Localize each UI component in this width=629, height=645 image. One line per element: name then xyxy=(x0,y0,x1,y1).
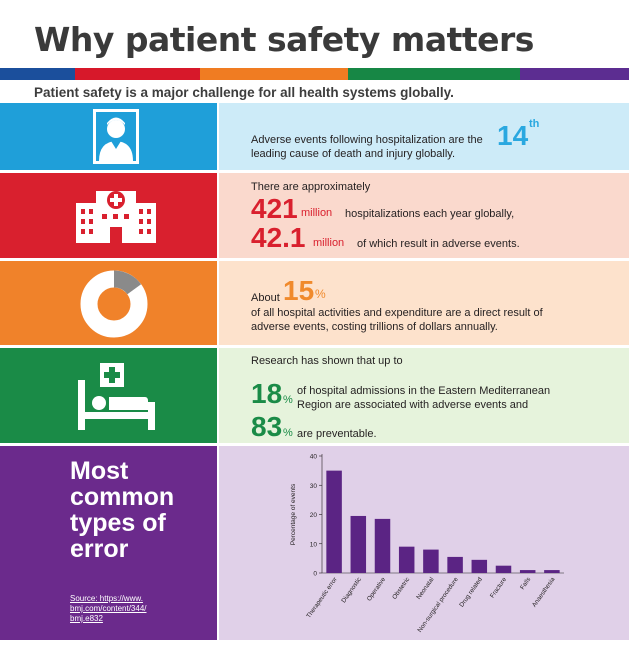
emr-value-1: 18 xyxy=(251,378,283,409)
errors-heading-line: types of xyxy=(70,509,166,537)
exp-unit: % xyxy=(315,287,326,301)
death-text-after: leading cause of death and injury global… xyxy=(251,148,456,160)
death-rank-suffix: th xyxy=(529,118,540,130)
hosp-unit-1: million xyxy=(301,207,333,219)
exp-prefix: About xyxy=(251,292,280,304)
x-tick-label: Drug related xyxy=(458,576,484,609)
emr-unit-2: % xyxy=(283,427,293,439)
death-rank: 14 xyxy=(497,120,529,151)
color-band-red xyxy=(75,68,200,80)
row-hospitalizations: There are approximately 421 million hosp… xyxy=(0,173,629,258)
emr-intro: Research has shown that up to xyxy=(251,355,403,367)
row-hospitalizations-icon-panel xyxy=(0,173,217,258)
bar xyxy=(350,515,367,573)
row-emr: Research has shown that up to 18 % of ho… xyxy=(0,348,629,443)
color-band-blue xyxy=(0,68,75,80)
errors-heading: Most common types of error xyxy=(70,458,174,562)
row-emr-icon-panel xyxy=(0,348,217,443)
source-link[interactable]: Source: https://www. bmj.com/content/344… xyxy=(70,594,146,624)
exp-line-2: adverse events, costing trillions of dol… xyxy=(251,321,498,333)
bar xyxy=(544,570,560,573)
y-tick-label: 0 xyxy=(313,571,317,578)
donut-chart-icon xyxy=(80,270,148,338)
bar xyxy=(447,556,463,573)
death-text-before: Adverse events following hospitalization… xyxy=(251,134,483,146)
x-tick-label: Obstetric xyxy=(391,576,411,601)
x-tick-label: Diagnostic xyxy=(340,576,363,604)
source-line: bmj.e832 xyxy=(70,614,103,623)
x-tick-label: Operative xyxy=(366,576,388,603)
color-band xyxy=(0,68,629,80)
page-title: Why patient safety matters xyxy=(34,20,534,59)
y-tick-label: 20 xyxy=(310,512,318,519)
bar xyxy=(374,518,391,573)
row-emr-text-panel: Research has shown that up to 18 % of ho… xyxy=(219,348,629,443)
bar xyxy=(495,565,512,573)
row-death-text-panel: Adverse events following hospitalization… xyxy=(219,103,629,170)
emr-value-2: 83 xyxy=(251,411,283,442)
emr-text-1a: of hospital admissions in the Eastern Me… xyxy=(297,385,551,397)
donut-share-slice xyxy=(114,270,142,295)
bar xyxy=(519,570,536,573)
bar xyxy=(398,546,415,573)
color-band-orange xyxy=(200,68,348,80)
patient-portrait-icon xyxy=(93,109,139,164)
hosp-value-2: 42.1 xyxy=(251,222,306,253)
x-tick-label: Falls xyxy=(519,576,532,591)
error-types-bar-chart: Percentage of events 0 10 20 30 40 Therapeutic… xyxy=(290,454,564,634)
y-tick-label: 10 xyxy=(310,541,318,548)
color-band-green xyxy=(348,68,520,80)
x-tick-label: Anaesthesia xyxy=(531,576,557,609)
bar xyxy=(423,549,439,573)
bar xyxy=(326,470,342,574)
hosp-value-1: 421 xyxy=(251,193,298,224)
errors-heading-line: error xyxy=(70,535,129,563)
source-line: bmj.com/content/344/ xyxy=(70,604,147,613)
x-tick-label: Fracture xyxy=(489,576,508,600)
row-death: Adverse events following hospitalization… xyxy=(0,103,629,170)
hosp-text-2: of which result in adverse events. xyxy=(357,238,520,250)
color-band-purple xyxy=(520,68,629,80)
errors-heading-line: common xyxy=(70,483,175,511)
emr-unit-1: % xyxy=(283,394,293,406)
exp-value: 15 xyxy=(283,275,315,306)
x-tick-label: Neonatal xyxy=(415,576,435,601)
emr-text-2: are preventable. xyxy=(297,428,377,440)
row-expenditure-text-panel: About 15 % of all hospital activities an… xyxy=(219,261,629,345)
x-tick-label: Therapeutic error xyxy=(305,576,338,620)
source-line: Source: https://www. xyxy=(70,594,143,603)
hosp-text-1: hospitalizations each year globally, xyxy=(345,208,515,220)
y-tick-label: 30 xyxy=(310,483,318,490)
chart-panel: Percentage of events 0 10 20 30 40 Therapeutic… xyxy=(219,446,629,640)
row-hospitalizations-text-panel: There are approximately 421 million hosp… xyxy=(219,173,629,258)
errors-panel xyxy=(0,446,217,640)
hospital-bed-icon xyxy=(78,363,155,430)
y-tick-label: 40 xyxy=(310,454,318,461)
exp-line-1: of all hospital activities and expenditu… xyxy=(251,307,543,319)
emr-text-1b: Region are associated with adverse event… xyxy=(297,399,529,411)
row-expenditure: About 15 % of all hospital activities an… xyxy=(0,261,629,345)
row-death-icon-panel xyxy=(0,103,217,170)
y-axis-title: Percentage of events xyxy=(290,483,297,545)
page-subtitle: Patient safety is a major challenge for … xyxy=(34,85,454,100)
row-expenditure-icon-panel xyxy=(0,261,217,345)
bar xyxy=(471,559,488,573)
errors-heading-line: Most xyxy=(70,457,129,485)
hospital-building-icon xyxy=(76,191,156,243)
hosp-unit-2: million xyxy=(313,237,345,249)
hosp-intro: There are approximately xyxy=(251,181,371,193)
